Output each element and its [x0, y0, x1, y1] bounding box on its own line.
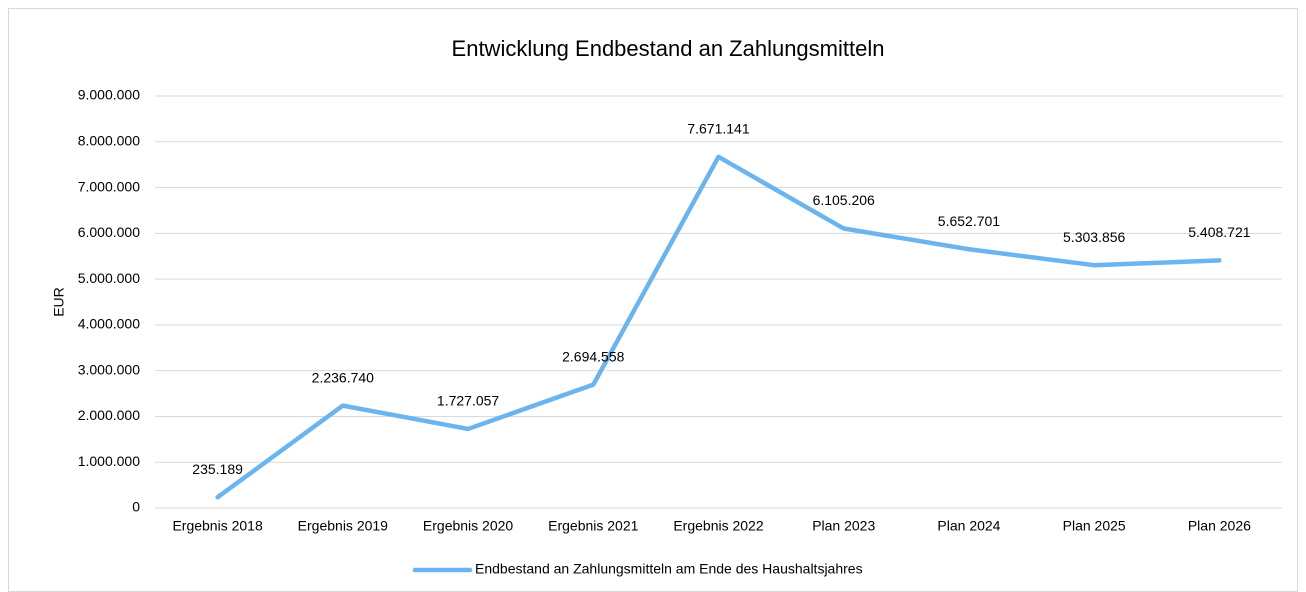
- x-tick-label: Ergebnis 2018: [172, 518, 263, 534]
- x-tick-label: Plan 2026: [1188, 518, 1251, 534]
- x-tick-label: Ergebnis 2021: [548, 518, 639, 534]
- x-tick-label: Plan 2025: [1063, 518, 1126, 534]
- y-tick-label: 4.000.000: [78, 316, 140, 332]
- data-label: 2.694.558: [562, 348, 624, 364]
- data-label: 2.236.740: [312, 369, 374, 385]
- x-tick-label: Ergebnis 2022: [673, 518, 764, 534]
- legend-label: Endbestand an Zahlungsmitteln am Ende de…: [475, 561, 863, 577]
- y-tick-label: 1.000.000: [78, 453, 140, 469]
- y-tick-label: 2.000.000: [78, 407, 140, 423]
- y-tick-label: 7.000.000: [78, 178, 140, 194]
- y-tick-label: 3.000.000: [78, 361, 140, 377]
- y-tick-label: 6.000.000: [78, 224, 140, 240]
- y-tick-label: 8.000.000: [78, 132, 140, 148]
- y-tick-label: 0: [132, 499, 140, 515]
- x-tick-label: Plan 2024: [937, 518, 1000, 534]
- chart-title: Entwicklung Endbestand an Zahlungsmittel…: [452, 36, 885, 61]
- y-axis-label: EUR: [51, 287, 67, 317]
- data-line: [215, 154, 1222, 500]
- x-tick-label: Ergebnis 2019: [298, 518, 389, 534]
- data-label: 6.105.206: [813, 192, 875, 208]
- data-label: 5.652.701: [938, 213, 1000, 229]
- x-tick-label: Plan 2023: [812, 518, 875, 534]
- x-tick-label: Ergebnis 2020: [423, 518, 514, 534]
- data-label: 5.303.856: [1063, 229, 1125, 245]
- y-tick-label: 5.000.000: [78, 270, 140, 286]
- data-label: 1.727.057: [437, 393, 499, 409]
- data-label: 235.189: [192, 461, 243, 477]
- y-tick-label: 9.000.000: [78, 87, 140, 103]
- data-label: 5.408.721: [1188, 224, 1250, 240]
- data-label: 7.671.141: [687, 121, 749, 137]
